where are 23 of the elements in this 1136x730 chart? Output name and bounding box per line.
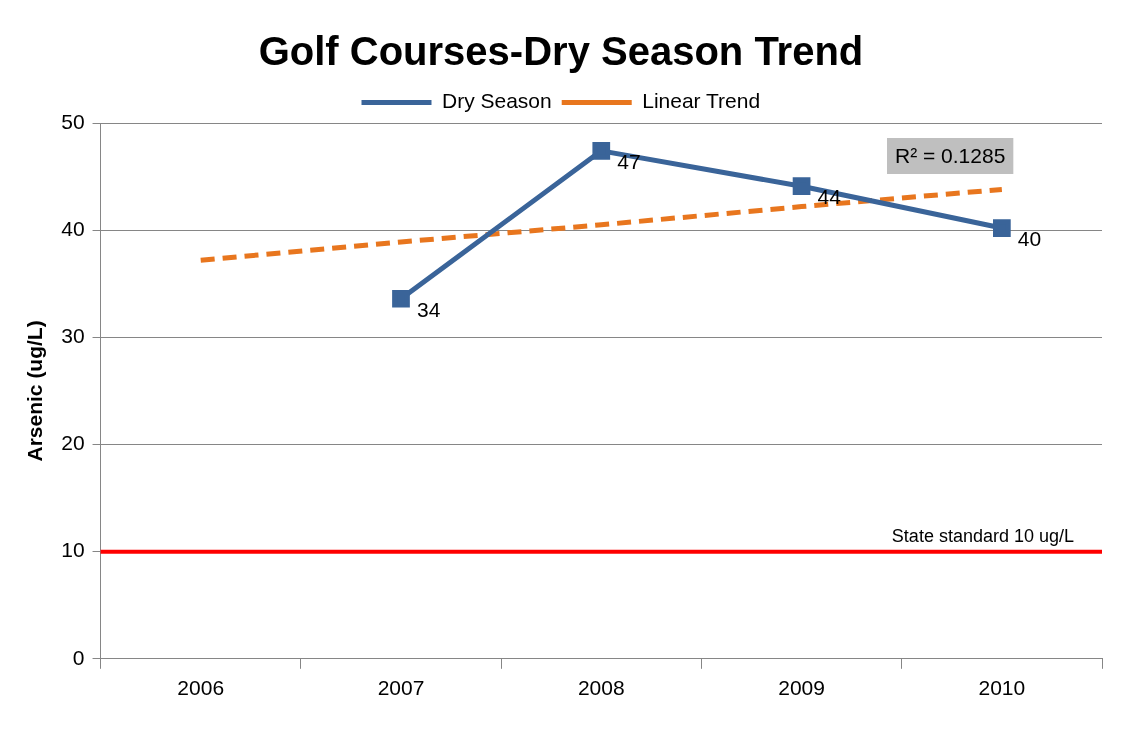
y-tick-label: 40: [61, 216, 85, 240]
x-tick-label: 2007: [377, 676, 425, 700]
data-label: 40: [1017, 226, 1042, 250]
x-tick-label: 2009: [778, 676, 825, 700]
ref-line-label: State standard 10 ug/L: [891, 525, 1074, 546]
y-axis-title: Arsenic (ug/L): [23, 320, 47, 462]
y-tick-label: 20: [61, 431, 85, 455]
data-label: 34: [416, 297, 441, 321]
x-tick-label: 2008: [577, 676, 625, 700]
x-tick-label: 2010: [978, 676, 1026, 700]
y-tick-label: 0: [72, 645, 85, 669]
chart-title: Golf Courses-Dry Season Trend: [258, 29, 864, 74]
x-tick-label: 2006: [177, 676, 225, 700]
point: [392, 289, 410, 308]
y-tick-label: 50: [61, 109, 85, 133]
y-tick-label: 30: [61, 324, 85, 348]
annotation: R² = 0.1285: [895, 143, 1006, 167]
legend-label: Dry Season: [442, 89, 552, 113]
legend-label: Linear Trend: [642, 89, 761, 113]
point: [592, 142, 611, 160]
y-tick-label: 10: [61, 538, 85, 562]
point: [992, 219, 1011, 237]
point: [792, 177, 811, 196]
